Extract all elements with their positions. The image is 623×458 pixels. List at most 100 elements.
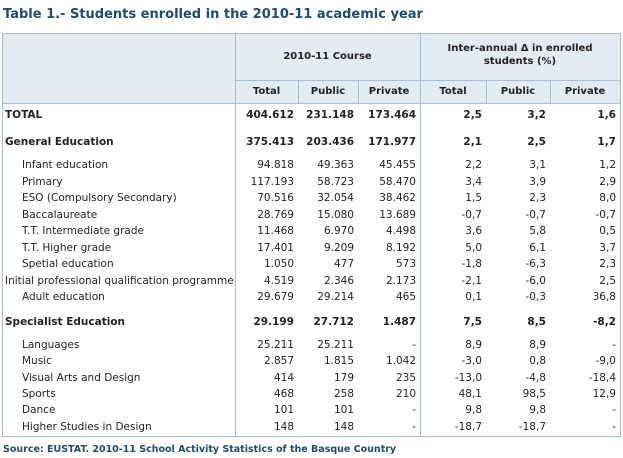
cell: 32.054 — [317, 192, 354, 204]
cell: -9,0 — [595, 355, 617, 368]
cell: 38.462 — [379, 192, 416, 204]
cell: - — [412, 420, 416, 433]
cell: 70.516 — [257, 192, 294, 204]
row-label: Higher Studies in Design — [22, 420, 152, 433]
rule — [2, 33, 3, 436]
cell: 231.148 — [306, 109, 354, 121]
cell: 1.487 — [382, 316, 416, 328]
column-header: Total — [252, 86, 281, 97]
cell: -1,8 — [461, 258, 483, 270]
cell: 25.211 — [257, 339, 294, 351]
cell: 2,9 — [599, 175, 616, 188]
cell: 4.498 — [385, 225, 416, 237]
cell: 1.042 — [385, 355, 416, 368]
cell: - — [612, 339, 616, 351]
cell: 148 — [273, 420, 294, 433]
cell: 28.769 — [257, 208, 294, 221]
cell: 414 — [273, 371, 294, 384]
cell: - — [612, 404, 616, 417]
cell: 173.464 — [368, 109, 416, 121]
cell: 8,9 — [529, 339, 546, 351]
cell: 2.173 — [385, 274, 416, 287]
cell: -18,4 — [588, 371, 616, 384]
cell: 9,8 — [465, 404, 482, 417]
cell: 6.970 — [323, 225, 354, 237]
cell: -6,0 — [525, 274, 547, 287]
cell: -0,7 — [525, 208, 547, 221]
rule — [2, 33, 621, 34]
row-label: TOTAL — [5, 109, 43, 121]
cell: 375.413 — [246, 136, 294, 148]
cell: 404.612 — [246, 109, 294, 121]
row-label: Primary — [22, 175, 63, 188]
cell: 58.723 — [317, 175, 354, 188]
cell: 25.211 — [317, 339, 354, 351]
cell: -3,0 — [461, 355, 483, 368]
column-header: Public — [500, 86, 536, 97]
header-bg — [2, 33, 620, 103]
cell: 1.050 — [263, 258, 294, 270]
cell: 203.436 — [306, 136, 354, 148]
row-label: General Education — [5, 136, 114, 148]
cell: 148 — [333, 420, 354, 433]
cell: 8,9 — [465, 339, 482, 351]
cell: - — [412, 339, 416, 351]
cell: 15.080 — [317, 208, 354, 221]
cell: 8,0 — [599, 192, 616, 204]
cell: 12,9 — [592, 387, 616, 400]
cell: 6,1 — [529, 241, 546, 254]
cell: 29.214 — [317, 291, 354, 303]
cell: 2,3 — [529, 192, 546, 204]
column-header: Public — [310, 86, 346, 97]
cell: 94.818 — [257, 159, 294, 171]
cell: 0,5 — [599, 225, 616, 237]
cell: 235 — [395, 371, 416, 384]
rule — [358, 80, 359, 103]
rule — [235, 80, 620, 81]
group-header: 2010-11 Course — [283, 51, 372, 62]
cell: 1,7 — [597, 136, 616, 148]
cell: 101 — [273, 404, 294, 417]
cell: 98,5 — [522, 387, 546, 400]
cell: 58.470 — [379, 175, 416, 188]
cell: 0,1 — [465, 291, 482, 303]
row-label: Baccalaureate — [22, 208, 98, 221]
cell: 17.401 — [257, 241, 294, 254]
cell: -0,7 — [595, 208, 617, 221]
cell: 5,0 — [465, 241, 482, 254]
rule — [620, 33, 621, 436]
cell: 8.192 — [385, 241, 416, 254]
cell: 477 — [333, 258, 354, 270]
cell: 49.363 — [317, 159, 354, 171]
cell: 171.977 — [368, 136, 416, 148]
row-label: Specialist Education — [5, 316, 126, 328]
cell: -8,2 — [593, 316, 616, 328]
cell: 29.199 — [253, 316, 294, 328]
cell: 9.209 — [323, 241, 354, 254]
cell: 2,5 — [527, 136, 546, 148]
cell: 3,7 — [599, 241, 616, 254]
cell: -2,1 — [461, 274, 483, 287]
cell: 573 — [395, 258, 416, 270]
rule — [298, 80, 299, 103]
row-label: Infant education — [22, 159, 109, 171]
row-label: Initial professional qualification progr… — [5, 274, 233, 287]
group-header: Inter-annual Δ in enrolled students (%) — [447, 43, 593, 67]
title: Table 1.- Students enrolled in the 2010-… — [3, 7, 423, 22]
cell: - — [412, 404, 416, 417]
cell: -18,7 — [518, 420, 546, 433]
cell: 7,5 — [463, 316, 482, 328]
row-label: T.T. Intermediate grade — [22, 225, 144, 237]
row-label: Music — [22, 355, 52, 368]
cell: - — [612, 420, 616, 433]
cell: 9,8 — [529, 404, 546, 417]
rule — [2, 103, 621, 104]
cell: 1,6 — [597, 109, 616, 121]
cell: 210 — [395, 387, 416, 400]
row-label: Spetial education — [22, 258, 114, 270]
cell: 2.346 — [323, 274, 354, 287]
cell: 465 — [395, 291, 416, 303]
row-label: ESO (Compulsory Secondary) — [22, 192, 177, 204]
cell: 1,2 — [599, 159, 616, 171]
cell: 3,6 — [465, 225, 482, 237]
